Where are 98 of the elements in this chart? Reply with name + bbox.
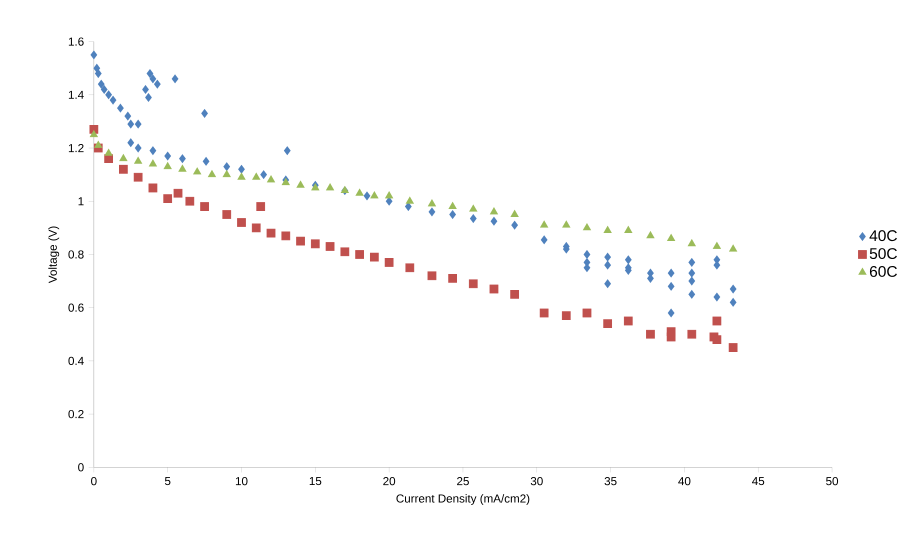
point bbox=[237, 172, 246, 180]
point bbox=[688, 239, 696, 246]
y-tick-label: 1.4 bbox=[68, 90, 84, 99]
point bbox=[370, 252, 379, 262]
point bbox=[469, 204, 478, 212]
legend-label: 60C bbox=[870, 266, 897, 278]
point bbox=[266, 228, 276, 238]
legend-label: 40C bbox=[870, 230, 897, 242]
point bbox=[370, 191, 378, 198]
point bbox=[356, 188, 364, 196]
x-tick-label: 5 bbox=[164, 477, 170, 486]
point bbox=[163, 194, 172, 204]
point bbox=[296, 236, 305, 246]
point bbox=[310, 240, 320, 248]
point bbox=[624, 226, 632, 234]
point bbox=[604, 226, 612, 234]
point bbox=[562, 220, 570, 228]
point bbox=[266, 175, 276, 183]
point bbox=[510, 210, 519, 218]
point bbox=[562, 311, 571, 320]
x-tick-label: 15 bbox=[310, 477, 322, 486]
point bbox=[178, 164, 186, 172]
x-tick-label: 35 bbox=[604, 477, 617, 486]
x-axis-title: Current Density (mA/cm2) bbox=[396, 494, 530, 506]
point bbox=[281, 232, 290, 240]
point bbox=[406, 196, 414, 204]
point bbox=[582, 308, 592, 318]
point bbox=[540, 220, 548, 228]
point bbox=[603, 319, 612, 328]
point bbox=[428, 271, 436, 280]
point bbox=[468, 279, 478, 288]
point bbox=[666, 327, 676, 336]
x-tick-label: 10 bbox=[236, 477, 248, 486]
x-tick-label: 20 bbox=[383, 477, 396, 486]
point bbox=[164, 162, 172, 170]
point bbox=[624, 316, 633, 326]
x-tick-label: 40 bbox=[678, 477, 690, 486]
point bbox=[667, 234, 676, 242]
y-tick-label: 0 bbox=[78, 463, 84, 472]
point bbox=[326, 183, 334, 190]
point bbox=[384, 258, 394, 267]
point bbox=[193, 167, 202, 175]
point bbox=[282, 178, 290, 186]
y-tick-label: 1 bbox=[78, 197, 84, 206]
y-tick-label: 1.6 bbox=[68, 38, 84, 46]
y-tick-label: 0.4 bbox=[68, 356, 84, 366]
point bbox=[712, 335, 722, 344]
point bbox=[728, 343, 738, 352]
point bbox=[222, 170, 231, 178]
legend-label: 50C bbox=[870, 248, 897, 260]
point bbox=[712, 316, 722, 326]
point bbox=[687, 330, 696, 339]
point bbox=[355, 250, 364, 259]
point bbox=[582, 223, 592, 230]
x-tick-label: 30 bbox=[530, 477, 543, 486]
x-tick-label: 25 bbox=[457, 477, 469, 486]
y-tick-label: 0.8 bbox=[68, 250, 84, 259]
point bbox=[252, 172, 260, 180]
point bbox=[646, 330, 655, 339]
point bbox=[208, 170, 216, 178]
point bbox=[448, 274, 458, 283]
point bbox=[385, 191, 394, 198]
point bbox=[90, 130, 98, 138]
x-tick-label: 45 bbox=[752, 477, 764, 486]
x-tick-label: 0 bbox=[91, 477, 97, 486]
y-tick-label: 1.2 bbox=[68, 144, 84, 152]
point bbox=[712, 242, 721, 250]
y-tick-label: 0.2 bbox=[68, 410, 84, 418]
point bbox=[646, 231, 655, 238]
point bbox=[104, 148, 113, 156]
point bbox=[326, 242, 334, 251]
point bbox=[134, 156, 142, 164]
point bbox=[540, 308, 549, 318]
y-axis-title: Voltage (V) bbox=[48, 226, 60, 284]
point bbox=[510, 290, 520, 299]
point bbox=[237, 218, 246, 228]
point bbox=[148, 184, 158, 192]
point bbox=[94, 140, 102, 148]
point bbox=[174, 188, 182, 198]
x-tick-label: 50 bbox=[826, 477, 838, 486]
point bbox=[118, 165, 128, 174]
point bbox=[148, 159, 157, 167]
point bbox=[119, 154, 128, 162]
point bbox=[340, 248, 350, 256]
point bbox=[490, 207, 498, 214]
y-tick-label: 0.6 bbox=[68, 304, 84, 312]
point bbox=[296, 180, 305, 188]
point bbox=[222, 210, 232, 220]
point bbox=[134, 173, 143, 182]
point bbox=[428, 199, 436, 206]
point bbox=[448, 202, 457, 210]
point bbox=[252, 224, 261, 232]
point bbox=[185, 196, 194, 206]
point bbox=[490, 284, 498, 294]
point bbox=[200, 202, 209, 212]
point bbox=[729, 244, 738, 252]
point bbox=[256, 202, 266, 212]
point bbox=[405, 263, 414, 272]
